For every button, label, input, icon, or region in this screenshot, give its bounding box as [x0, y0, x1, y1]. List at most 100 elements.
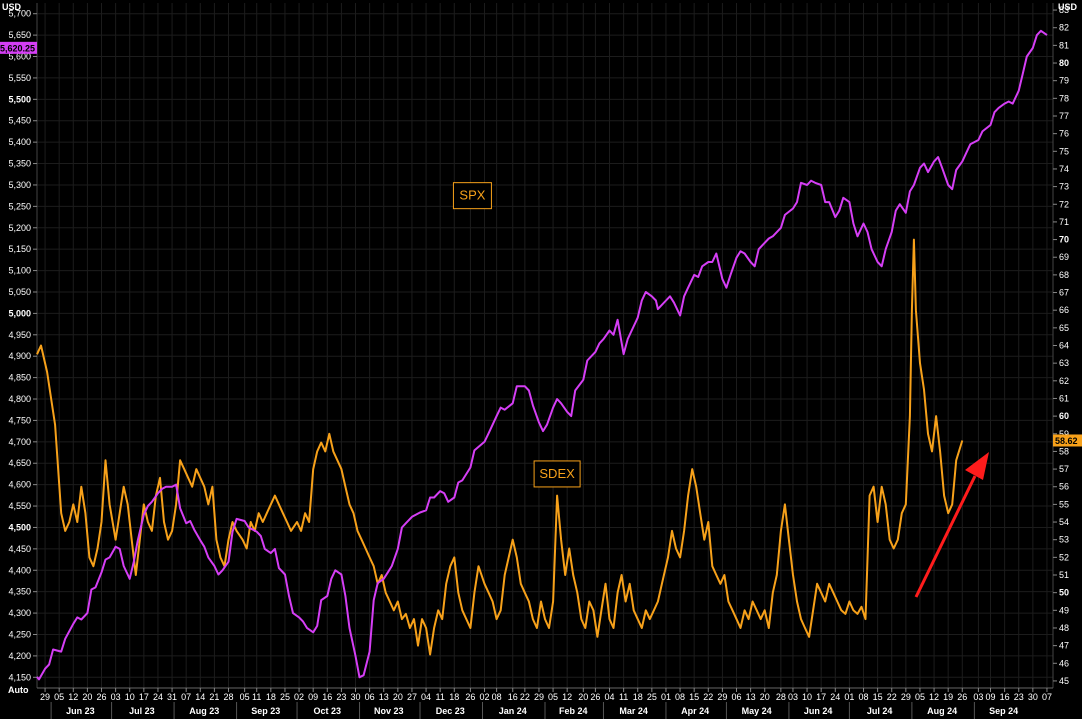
month-label: Jun 24	[804, 706, 833, 716]
auto-label[interactable]: Auto	[8, 685, 29, 695]
right-tick-label: 53	[1059, 535, 1069, 545]
right-axis-panel	[1053, 0, 1082, 688]
left-tick-label: 5,500	[8, 94, 31, 104]
x-tick-label: 07	[181, 692, 191, 702]
x-tick-label: 26	[590, 692, 600, 702]
right-tick-label: 45	[1059, 676, 1069, 686]
x-axis: 29 05 12 20 26 03 10 17 24 31 07 14 21 28 05 11 18 25 02 09…	[37, 687, 1053, 719]
x-tick-label: 05	[548, 692, 558, 702]
left-tick-label: 5,200	[8, 223, 31, 233]
month-label: Aug 24	[927, 706, 957, 716]
left-tick-label: 4,550	[8, 501, 31, 511]
sdex-line	[36, 238, 964, 656]
x-tick-label: 08	[492, 692, 502, 702]
month-label: Apr 24	[681, 706, 709, 716]
x-tick-label: 24	[830, 692, 840, 702]
x-tick-label: 11	[619, 692, 628, 702]
x-tick-label: 20	[82, 692, 92, 702]
x-tick-label: 10	[802, 692, 812, 702]
left-axis-panel	[0, 0, 37, 688]
x-tick-label: 01	[844, 692, 854, 702]
red-arrow-shaft	[914, 475, 977, 598]
x-tick-label: 15	[689, 692, 699, 702]
left-tick-label: 5,050	[8, 287, 31, 297]
right-tick-label: 61	[1059, 393, 1069, 403]
left-tick-label: 4,150	[8, 672, 31, 682]
right-tick-label: 67	[1059, 288, 1069, 298]
x-tick-label: 17	[816, 692, 826, 702]
right-tick-label: 57	[1059, 464, 1069, 474]
x-tick-label: 22	[703, 692, 713, 702]
left-tick-label: 4,800	[8, 394, 31, 404]
right-tick-label: 65	[1059, 323, 1069, 333]
right-tick-label: 49	[1059, 605, 1069, 615]
x-tick-label: 19	[943, 692, 953, 702]
x-tick-label: 05	[915, 692, 925, 702]
month-label: Mar 24	[619, 706, 648, 716]
right-tick-label: 76	[1059, 129, 1069, 139]
left-tick-label: 4,950	[8, 330, 31, 340]
x-tick-label: 02	[294, 692, 304, 702]
x-tick-label: 21	[209, 692, 219, 702]
right-tick-label: 54	[1059, 517, 1069, 527]
x-tick-label: 08	[859, 692, 869, 702]
month-label: Jan 24	[499, 706, 527, 716]
right-tick-label: 81	[1059, 40, 1069, 50]
left-tick-label: 4,300	[8, 608, 31, 618]
sdex-last-value-label: 58.62	[1055, 436, 1078, 446]
x-tick-label: 11	[252, 692, 261, 702]
x-tick-label: 06	[732, 692, 742, 702]
x-tick-label: 20	[578, 692, 588, 702]
x-tick-label: 17	[139, 692, 149, 702]
month-label: Jun 23	[66, 706, 95, 716]
left-tick-label: 5,250	[8, 201, 31, 211]
right-tick-label: 47	[1059, 641, 1069, 651]
left-tick-label: 4,250	[8, 629, 31, 639]
x-tick-label: 08	[675, 692, 685, 702]
series-layer	[36, 29, 1048, 681]
x-tick-label: 03	[788, 692, 798, 702]
x-tick-label: 01	[661, 692, 671, 702]
x-tick-label: 06	[365, 692, 375, 702]
x-tick-label: 16	[508, 692, 518, 702]
x-tick-label: 20	[393, 692, 403, 702]
x-tick-label: 28	[776, 692, 786, 702]
left-tick-label: 4,900	[8, 351, 31, 361]
x-tick-label: 13	[746, 692, 756, 702]
right-tick-label: 77	[1059, 111, 1069, 121]
x-tick-label: 15	[873, 692, 883, 702]
spx-last-value-tag	[0, 41, 37, 54]
left-tick-label: 4,450	[8, 544, 31, 554]
right-tick-label: 58	[1059, 446, 1069, 456]
left-tick-label: 5,650	[8, 30, 31, 40]
month-label: Dec 23	[436, 706, 465, 716]
right-tick-label: 51	[1059, 570, 1069, 580]
right-tick-label: 71	[1059, 217, 1069, 227]
x-tick-label: 13	[379, 692, 389, 702]
right-tick-label: 68	[1059, 270, 1069, 280]
left-tick-label: 5,350	[8, 159, 31, 169]
x-tick-label: 04	[605, 692, 615, 702]
x-tick-label: 26	[465, 692, 475, 702]
right-tick-label: 80	[1059, 58, 1069, 68]
left-tick-label: 4,850	[8, 373, 31, 383]
x-tick-label: 05	[240, 692, 250, 702]
right-tick-label: 83	[1059, 5, 1069, 15]
left-tick-label: 4,200	[8, 651, 31, 661]
sdex-label: SDEX	[539, 466, 575, 481]
x-tick-label: 18	[633, 692, 643, 702]
spx-last-value-label: 5,620.25	[0, 43, 35, 53]
spx-line	[36, 29, 1048, 681]
x-tick-label: 03	[973, 692, 983, 702]
right-tick-label: 74	[1059, 164, 1069, 174]
right-axis-unit: USD	[1058, 2, 1078, 12]
right-tick-label: 59	[1059, 429, 1069, 439]
month-label: Jul 23	[129, 706, 155, 716]
x-tick-label: 10	[125, 692, 135, 702]
month-label: Aug 23	[189, 706, 219, 716]
left-tick-label: 4,750	[8, 415, 31, 425]
right-axis: USD 45 46 47 48 49 50 51 52 53 54 55 56 57 58 59 60 61 62 6…	[1052, 0, 1082, 688]
x-tick-label: 03	[111, 692, 121, 702]
x-tick-label: 28	[224, 692, 234, 702]
